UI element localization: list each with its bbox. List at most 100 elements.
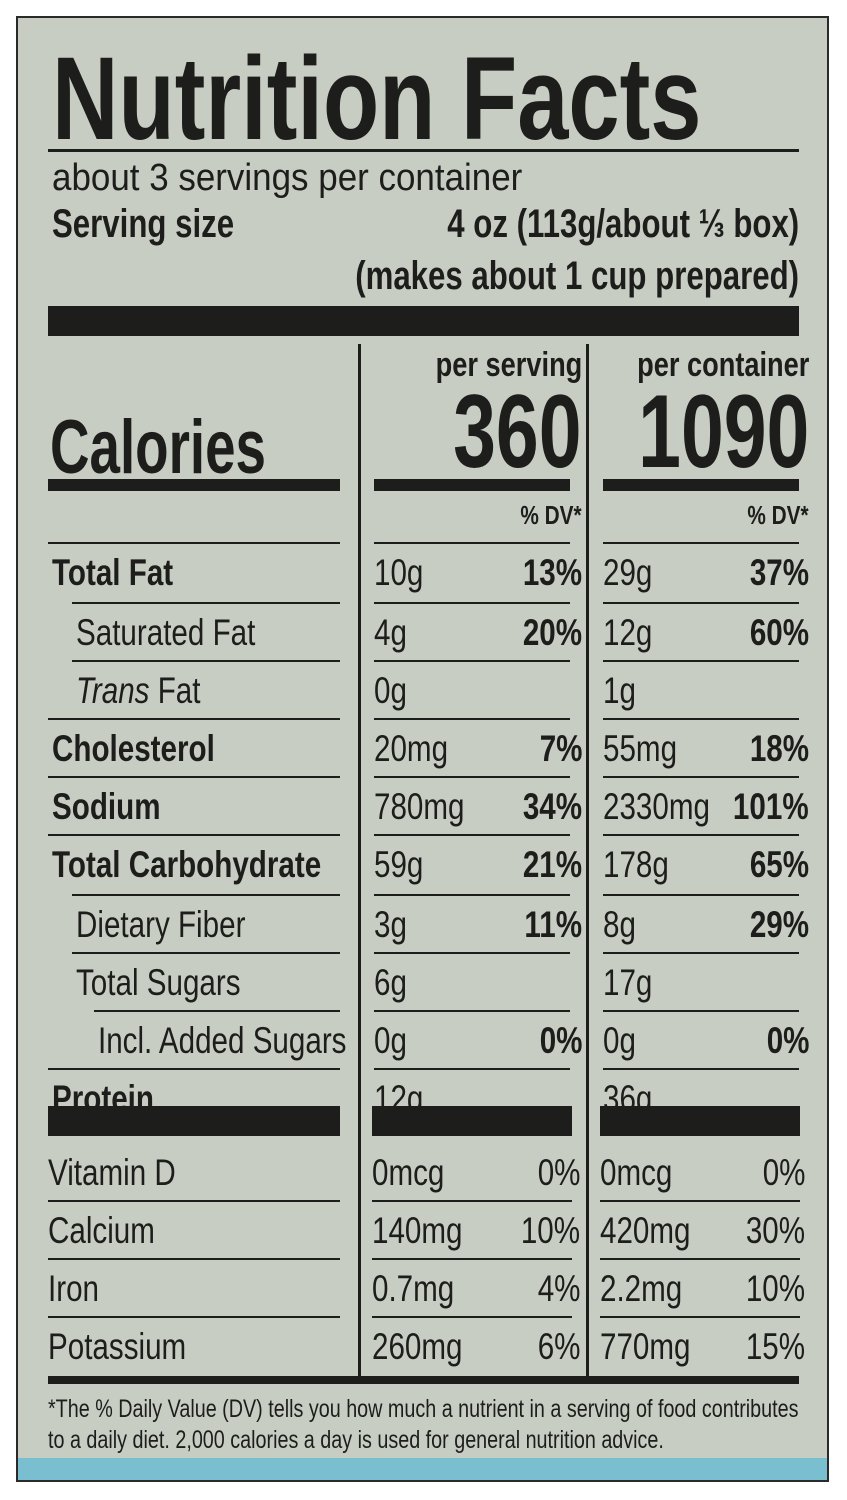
container-amount: 8g: [603, 904, 636, 945]
row-rule-serving: [374, 660, 570, 662]
nutrient-name-text: Saturated Fat: [76, 612, 256, 653]
thick-divider-vitamins-serving: [372, 1106, 572, 1136]
serving-size-value: 4 oz (113g/about ⅓ box): [447, 202, 799, 246]
row-rule-name: [72, 894, 340, 896]
container-amount: 17g: [603, 962, 653, 1003]
column-divider-2: [586, 344, 589, 1376]
calories-rule-container: [603, 479, 799, 491]
nutrient-name-prefix: Trans: [76, 670, 150, 711]
serving-amount: 0g: [374, 670, 407, 711]
row-rule-container: [603, 1068, 799, 1070]
row-rule-container: [603, 1010, 799, 1012]
container-dv: 65%: [749, 844, 809, 885]
thick-divider-vitamins-container: [600, 1106, 800, 1136]
row-rule-serving: [374, 602, 570, 604]
row-rule-name: [48, 776, 340, 778]
row-rule-serving: [374, 542, 570, 544]
container-dv: 60%: [749, 612, 809, 653]
serving-amount: 59g: [374, 844, 424, 885]
serving-amount: 20mg: [374, 728, 449, 769]
serving-dv: 7%: [539, 728, 582, 769]
vitamin-rule-name: [48, 1200, 340, 1202]
vitamin-rule-serving: [372, 1200, 572, 1202]
nutrient-name: Trans Fat: [76, 670, 200, 712]
footnote-rule: [48, 1376, 799, 1384]
vitamin-container-amount: 2.2mg: [600, 1268, 683, 1309]
vitamin-name: Calcium: [48, 1210, 155, 1251]
vitamin-container-dv: 0%: [762, 1152, 805, 1193]
vitamin-serving-amount: 0mcg: [372, 1152, 445, 1193]
nutrient-name-text: Incl. Added Sugars: [98, 1020, 347, 1061]
row-rule-name: [48, 542, 340, 544]
column-divider-1: [358, 344, 361, 1376]
row-rule-container: [603, 542, 799, 544]
container-amount: 29g: [603, 552, 653, 593]
nutrient-name-text: Fat: [149, 670, 201, 711]
serving-amount: 10g: [374, 552, 424, 593]
container-dv: 29%: [749, 904, 809, 945]
row-rule-name: [94, 1010, 340, 1012]
nutrient-name: Saturated Fat: [76, 612, 255, 654]
nutrient-name-text: Total Carbohydrate: [52, 844, 322, 885]
vitamin-rule-name: [48, 1258, 340, 1260]
serving-amount: 780mg: [374, 786, 465, 827]
vitamin-container-amount: 0mcg: [600, 1152, 673, 1193]
vitamin-serving-amount: 0.7mg: [372, 1268, 455, 1309]
vitamin-rule-name: [48, 1316, 340, 1318]
container-amount: 0g: [603, 1020, 636, 1061]
row-rule-serving: [374, 776, 570, 778]
nutrient-name: Total Carbohydrate: [52, 844, 321, 886]
row-rule-container: [603, 894, 799, 896]
row-rule-name: [48, 1068, 340, 1070]
nutrient-name-text: Sodium: [52, 786, 161, 827]
dv-header-container: % DV*: [747, 500, 809, 530]
row-rule-name: [48, 834, 340, 836]
nutrient-name-text: Total Fat: [52, 552, 174, 593]
calories-rule-name: [48, 479, 340, 491]
container-amount: 55mg: [603, 728, 678, 769]
accent-strip: [18, 1458, 827, 1480]
container-amount: 178g: [603, 844, 669, 885]
row-rule-serving: [374, 952, 570, 954]
serving-dv: 11%: [524, 904, 582, 945]
row-rule-serving: [374, 718, 570, 720]
row-rule-name: [72, 952, 340, 954]
vitamin-serving-dv: 6%: [537, 1326, 580, 1367]
thick-divider-top: [48, 306, 799, 336]
nutrient-name: Cholesterol: [52, 728, 215, 770]
vitamin-serving-amount: 260mg: [372, 1326, 463, 1367]
serving-amount: 6g: [374, 962, 407, 1003]
label-title: Nutrition Facts: [52, 33, 702, 165]
nutrient-name-text: Total Sugars: [76, 962, 241, 1003]
vitamin-serving-dv: 4%: [537, 1268, 580, 1309]
container-dv: 18%: [749, 728, 809, 769]
row-rule-serving: [374, 894, 570, 896]
row-rule-serving: [374, 1010, 570, 1012]
calories-label: Calories: [50, 405, 266, 490]
nutrient-name: Dietary Fiber: [76, 904, 245, 946]
calories-per-container: 1090: [637, 374, 809, 490]
title-rule: [48, 149, 799, 152]
row-rule-container: [603, 718, 799, 720]
row-rule-serving: [374, 1068, 570, 1070]
vitamin-rule-container: [600, 1258, 800, 1260]
thick-divider-vitamins-name: [48, 1106, 340, 1136]
vitamin-container-amount: 420mg: [600, 1210, 691, 1251]
serving-size-note: (makes about 1 cup prepared): [355, 254, 799, 298]
serving-dv: 20%: [522, 612, 582, 653]
vitamin-rule-serving: [372, 1258, 572, 1260]
row-rule-container: [603, 834, 799, 836]
row-rule-container: [603, 776, 799, 778]
nutrient-name: Sodium: [52, 786, 161, 828]
column-header-per-serving: per serving: [435, 346, 582, 384]
label-content: Nutrition Facts about 3 servings per con…: [18, 18, 827, 1480]
container-amount: 2330mg: [603, 786, 710, 827]
container-dv: 37%: [749, 552, 809, 593]
servings-per-container: about 3 servings per container: [52, 157, 523, 199]
calories-per-serving: 360: [453, 374, 582, 490]
vitamin-container-amount: 770mg: [600, 1326, 691, 1367]
container-dv: 101%: [733, 786, 809, 827]
nutrition-facts-label: Nutrition Facts about 3 servings per con…: [16, 16, 829, 1482]
row-rule-container: [603, 602, 799, 604]
serving-amount: 3g: [374, 904, 407, 945]
